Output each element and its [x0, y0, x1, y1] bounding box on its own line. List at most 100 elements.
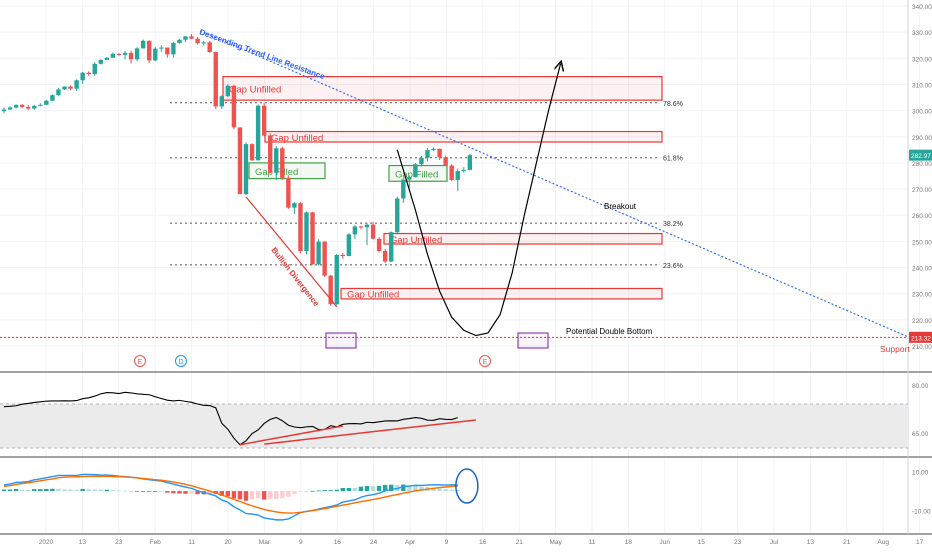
candle-body	[237, 127, 243, 195]
macd-histogram-bar	[159, 491, 164, 492]
candle-body	[32, 105, 37, 109]
gap-zone-label: Gap Unfilled	[229, 84, 281, 95]
macd-histogram-bar	[249, 491, 255, 500]
macd-histogram-bar	[261, 491, 267, 500]
rsi-line	[3, 391, 458, 446]
candle-body	[431, 148, 436, 151]
macd-histogram-bar	[316, 490, 321, 492]
current-price-label: 282.97	[911, 153, 931, 160]
x-tick-label: 13	[807, 539, 815, 546]
macd-highlight-circle	[455, 468, 479, 504]
x-tick-label: 20	[224, 539, 232, 546]
fib-label: 23.6%	[663, 263, 683, 270]
candle-body	[364, 224, 370, 228]
event-marker	[134, 355, 146, 367]
macd-histogram-bar	[207, 491, 212, 494]
rsi-trend-line	[264, 419, 476, 445]
y-tick-label: 260.00	[912, 213, 932, 220]
y-tick-label: 330.00	[912, 30, 932, 37]
x-tick-label: Apr	[405, 539, 416, 546]
macd-histogram-bar	[382, 484, 388, 492]
macd-histogram-bar	[92, 489, 97, 492]
gap-zone	[340, 287, 663, 300]
macd-histogram-bar	[419, 486, 424, 492]
candle-body	[467, 155, 473, 170]
candle-body	[134, 48, 140, 60]
fib-label: 78.6%	[663, 101, 683, 108]
candle-body	[419, 157, 424, 165]
candle-body	[225, 85, 231, 97]
event-marker	[479, 355, 491, 367]
macd-histogram-bar	[183, 491, 188, 494]
x-tick-label: May	[549, 539, 562, 546]
macd-histogram-bar	[407, 485, 412, 492]
y-tick-label: 290.00	[912, 135, 932, 142]
macd-histogram-bar	[98, 489, 103, 492]
candle-body	[92, 63, 97, 74]
y-tick-label: 300.00	[912, 109, 932, 116]
macd-histogram-bar	[304, 490, 309, 492]
macd-histogram-bar	[292, 491, 297, 494]
rsi-band-fill	[0, 404, 908, 448]
marker-box	[325, 332, 357, 349]
macd-histogram-bar	[268, 491, 273, 500]
macd-histogram-bar	[50, 488, 55, 492]
candle-body	[38, 104, 43, 106]
x-tick-label: 21	[516, 539, 524, 546]
candle-body	[443, 157, 448, 166]
y-tick-label: 270.00	[912, 187, 932, 194]
candle-body	[26, 106, 31, 109]
y-tick-label: 240.00	[912, 266, 932, 273]
y-tick-label: 220.00	[912, 318, 932, 325]
macd-histogram-bar	[237, 491, 243, 500]
macd-histogram-bar	[153, 491, 158, 492]
event-marker-label: E	[483, 359, 488, 366]
candle-body	[249, 144, 255, 161]
rsi-divergence-line	[239, 425, 343, 446]
candle-body	[19, 104, 25, 107]
x-tick-label: 9	[299, 539, 303, 546]
rsi-panel	[3, 391, 476, 446]
fib-label: 38.2%	[663, 221, 683, 228]
gap-zone	[264, 130, 663, 143]
x-tick-label: Mar	[259, 539, 271, 546]
candle-body	[449, 165, 454, 180]
x-tick-label: 18	[625, 539, 633, 546]
macd-histogram-bar	[274, 491, 279, 499]
candle-body	[261, 105, 267, 136]
y-tick-label: 250.00	[912, 239, 932, 246]
candle-body	[122, 52, 128, 55]
y-tick-label: 320.00	[912, 56, 932, 63]
candle-body	[389, 232, 394, 262]
macd-line	[3, 473, 458, 521]
macd-histogram-bar	[110, 489, 116, 492]
macd-histogram-bar	[128, 490, 134, 492]
macd-histogram-bar	[219, 491, 224, 496]
macd-histogram-bar	[116, 490, 122, 492]
y-tick-label: 230.00	[912, 292, 932, 299]
macd-histogram-bar	[147, 491, 152, 492]
gap-zone	[383, 232, 663, 245]
support-label: Support	[880, 344, 910, 354]
candles	[1, 33, 473, 306]
macd-histogram-bar	[62, 489, 67, 492]
macd-histogram-bar	[44, 488, 49, 492]
candle-body	[370, 224, 376, 239]
macd-histogram-bar	[225, 491, 231, 497]
x-tick-label: 24	[370, 539, 378, 546]
macd-panel	[1, 468, 479, 521]
gap-zone-label: Gap Unfilled	[271, 133, 323, 144]
macd-histogram-bar	[56, 488, 61, 492]
candle-body	[219, 96, 224, 107]
macd-histogram-bar	[310, 490, 315, 492]
macd-histogram-bar	[376, 485, 382, 492]
macd-histogram-bar	[243, 491, 249, 501]
candle-body	[56, 89, 61, 96]
x-tick-label: 21	[843, 539, 851, 546]
macd-histogram-bar	[122, 490, 128, 492]
macd-histogram-bar	[286, 491, 291, 497]
macd-histogram-bar	[140, 491, 146, 492]
candle-body	[413, 164, 418, 178]
